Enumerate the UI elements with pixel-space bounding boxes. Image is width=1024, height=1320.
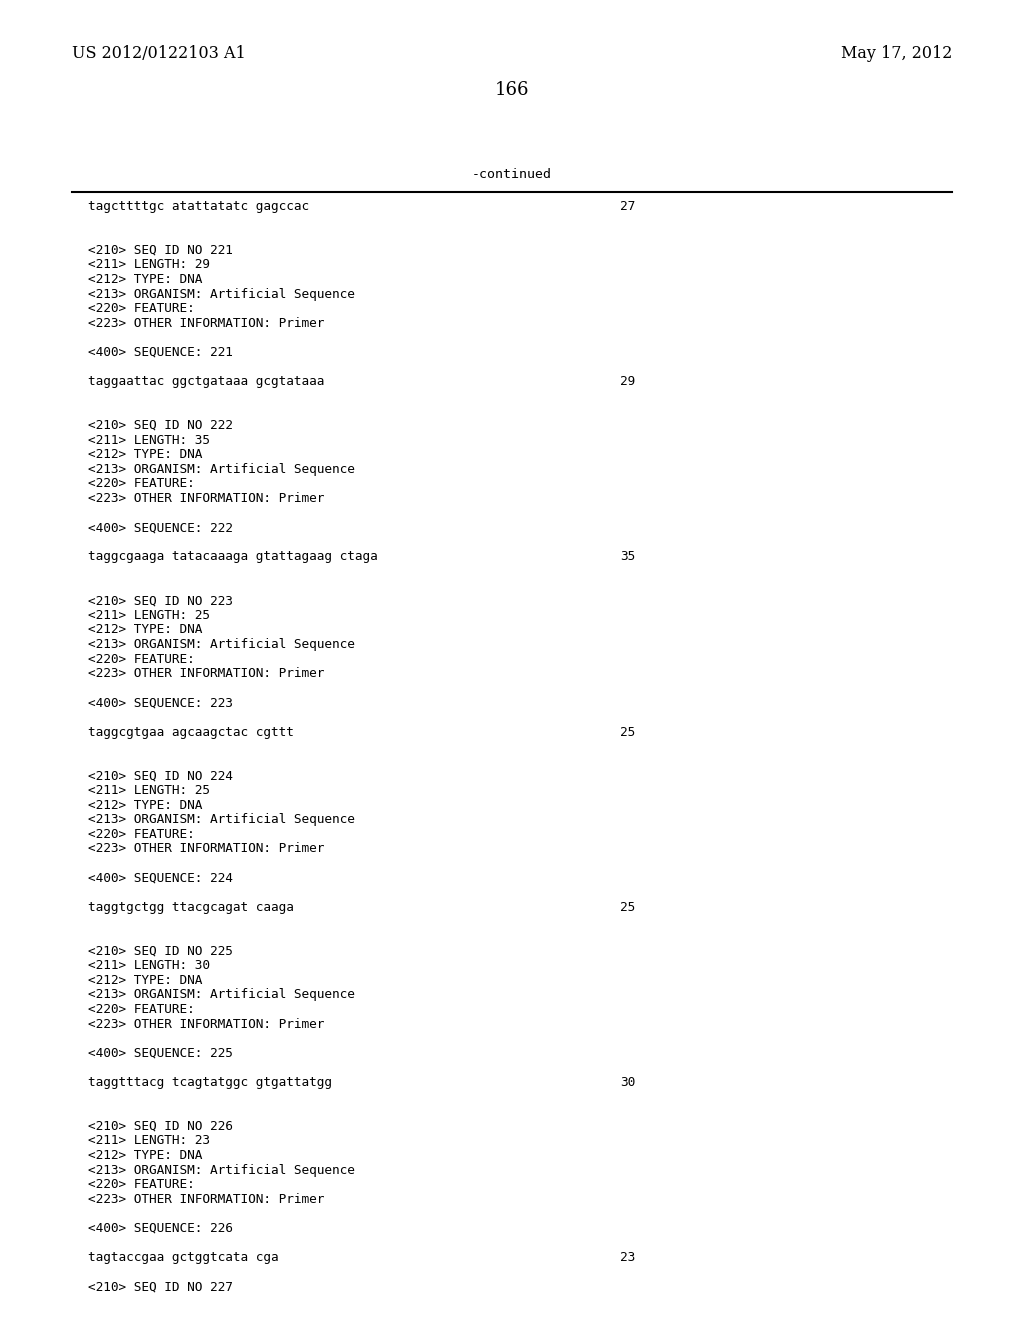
Text: <400> SEQUENCE: 225: <400> SEQUENCE: 225 (88, 1047, 232, 1060)
Text: <220> FEATURE:: <220> FEATURE: (88, 1003, 195, 1016)
Text: <220> FEATURE:: <220> FEATURE: (88, 302, 195, 315)
Text: taggaattac ggctgataaa gcgtataaa: taggaattac ggctgataaa gcgtataaa (88, 375, 325, 388)
Text: <220> FEATURE:: <220> FEATURE: (88, 478, 195, 491)
Text: -continued: -continued (472, 168, 552, 181)
Text: <213> ORGANISM: Artificial Sequence: <213> ORGANISM: Artificial Sequence (88, 989, 355, 1002)
Text: <211> LENGTH: 25: <211> LENGTH: 25 (88, 609, 210, 622)
Text: <213> ORGANISM: Artificial Sequence: <213> ORGANISM: Artificial Sequence (88, 1164, 355, 1176)
Text: <223> OTHER INFORMATION: Primer: <223> OTHER INFORMATION: Primer (88, 492, 325, 506)
Text: <400> SEQUENCE: 223: <400> SEQUENCE: 223 (88, 697, 232, 709)
Text: <212> TYPE: DNA: <212> TYPE: DNA (88, 799, 203, 812)
Text: 30: 30 (620, 1076, 635, 1089)
Text: <400> SEQUENCE: 222: <400> SEQUENCE: 222 (88, 521, 232, 535)
Text: taggcgaaga tatacaaaga gtattagaag ctaga: taggcgaaga tatacaaaga gtattagaag ctaga (88, 550, 378, 564)
Text: 25: 25 (620, 726, 635, 739)
Text: <223> OTHER INFORMATION: Primer: <223> OTHER INFORMATION: Primer (88, 1193, 325, 1205)
Text: May 17, 2012: May 17, 2012 (841, 45, 952, 62)
Text: tagcttttgc atattatatc gagccac: tagcttttgc atattatatc gagccac (88, 201, 309, 213)
Text: <210> SEQ ID NO 221: <210> SEQ ID NO 221 (88, 244, 232, 257)
Text: <211> LENGTH: 30: <211> LENGTH: 30 (88, 960, 210, 973)
Text: 23: 23 (620, 1251, 635, 1265)
Text: <211> LENGTH: 23: <211> LENGTH: 23 (88, 1134, 210, 1147)
Text: <212> TYPE: DNA: <212> TYPE: DNA (88, 273, 203, 286)
Text: <223> OTHER INFORMATION: Primer: <223> OTHER INFORMATION: Primer (88, 667, 325, 680)
Text: 25: 25 (620, 900, 635, 913)
Text: <210> SEQ ID NO 224: <210> SEQ ID NO 224 (88, 770, 232, 783)
Text: taggtttacg tcagtatggc gtgattatgg: taggtttacg tcagtatggc gtgattatgg (88, 1076, 332, 1089)
Text: <400> SEQUENCE: 224: <400> SEQUENCE: 224 (88, 871, 232, 884)
Text: <223> OTHER INFORMATION: Primer: <223> OTHER INFORMATION: Primer (88, 842, 325, 855)
Text: taggtgctgg ttacgcagat caaga: taggtgctgg ttacgcagat caaga (88, 900, 294, 913)
Text: <213> ORGANISM: Artificial Sequence: <213> ORGANISM: Artificial Sequence (88, 638, 355, 651)
Text: <223> OTHER INFORMATION: Primer: <223> OTHER INFORMATION: Primer (88, 1018, 325, 1031)
Text: <400> SEQUENCE: 226: <400> SEQUENCE: 226 (88, 1222, 232, 1236)
Text: <210> SEQ ID NO 222: <210> SEQ ID NO 222 (88, 418, 232, 432)
Text: <210> SEQ ID NO 227: <210> SEQ ID NO 227 (88, 1280, 232, 1294)
Text: <400> SEQUENCE: 221: <400> SEQUENCE: 221 (88, 346, 232, 359)
Text: <213> ORGANISM: Artificial Sequence: <213> ORGANISM: Artificial Sequence (88, 463, 355, 475)
Text: <212> TYPE: DNA: <212> TYPE: DNA (88, 449, 203, 461)
Text: <220> FEATURE:: <220> FEATURE: (88, 828, 195, 841)
Text: 35: 35 (620, 550, 635, 564)
Text: <223> OTHER INFORMATION: Primer: <223> OTHER INFORMATION: Primer (88, 317, 325, 330)
Text: <210> SEQ ID NO 225: <210> SEQ ID NO 225 (88, 945, 232, 957)
Text: US 2012/0122103 A1: US 2012/0122103 A1 (72, 45, 246, 62)
Text: <210> SEQ ID NO 226: <210> SEQ ID NO 226 (88, 1119, 232, 1133)
Text: <212> TYPE: DNA: <212> TYPE: DNA (88, 1148, 203, 1162)
Text: 27: 27 (620, 201, 635, 213)
Text: 29: 29 (620, 375, 635, 388)
Text: 166: 166 (495, 81, 529, 99)
Text: <211> LENGTH: 29: <211> LENGTH: 29 (88, 259, 210, 272)
Text: <211> LENGTH: 35: <211> LENGTH: 35 (88, 433, 210, 446)
Text: <220> FEATURE:: <220> FEATURE: (88, 1179, 195, 1191)
Text: <210> SEQ ID NO 223: <210> SEQ ID NO 223 (88, 594, 232, 607)
Text: <213> ORGANISM: Artificial Sequence: <213> ORGANISM: Artificial Sequence (88, 813, 355, 826)
Text: <211> LENGTH: 25: <211> LENGTH: 25 (88, 784, 210, 797)
Text: taggcgtgaa agcaagctac cgttt: taggcgtgaa agcaagctac cgttt (88, 726, 294, 739)
Text: <213> ORGANISM: Artificial Sequence: <213> ORGANISM: Artificial Sequence (88, 288, 355, 301)
Text: tagtaccgaa gctggtcata cga: tagtaccgaa gctggtcata cga (88, 1251, 279, 1265)
Text: <212> TYPE: DNA: <212> TYPE: DNA (88, 974, 203, 987)
Text: <212> TYPE: DNA: <212> TYPE: DNA (88, 623, 203, 636)
Text: <220> FEATURE:: <220> FEATURE: (88, 652, 195, 665)
